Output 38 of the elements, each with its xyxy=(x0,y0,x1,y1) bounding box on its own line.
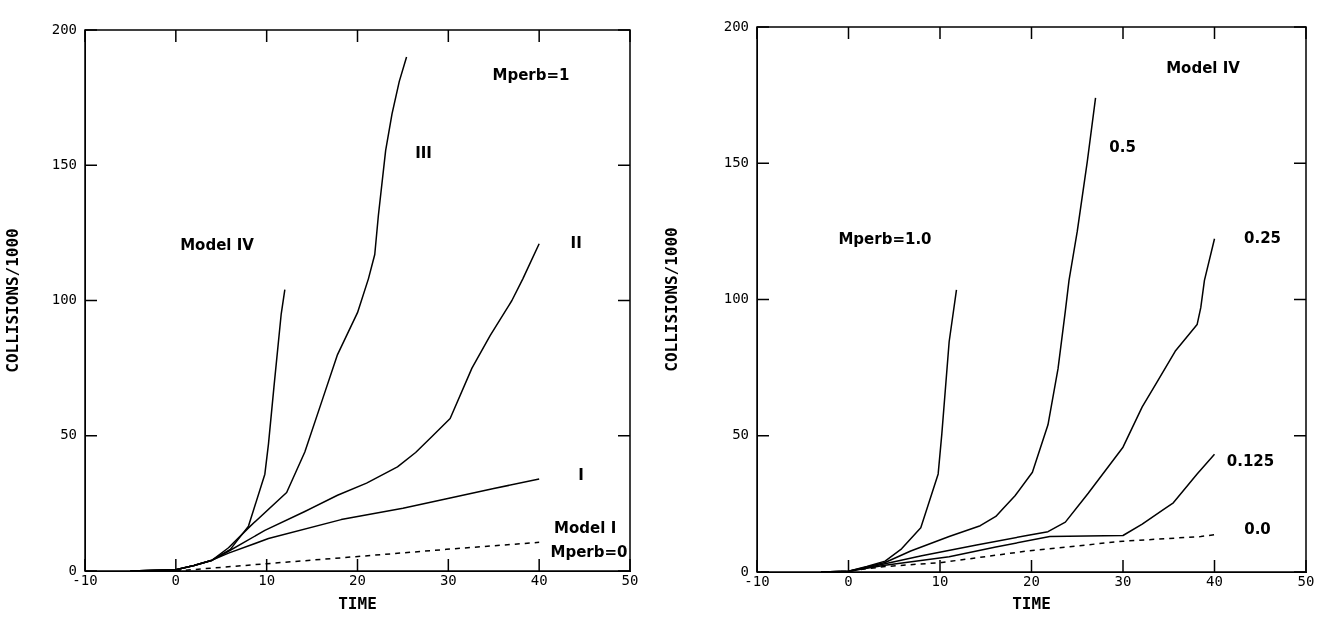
series-label: III xyxy=(415,143,432,162)
x-tick-label: 0 xyxy=(844,573,853,590)
x-tick-label: 50 xyxy=(621,572,639,589)
y-tick-label: 200 xyxy=(723,17,749,34)
annotation: Mperb=1 xyxy=(492,65,570,84)
series-label: 0.5 xyxy=(1109,137,1136,156)
y-tick-label: 150 xyxy=(723,153,749,170)
y-tick-label: 100 xyxy=(723,290,749,307)
series-label: Model I xyxy=(554,519,617,538)
x-tick-label: 40 xyxy=(1206,573,1223,590)
y-tick-label: 0 xyxy=(68,561,77,578)
y-tick-label: 100 xyxy=(51,291,77,308)
series-label: 0.125 xyxy=(1226,452,1275,471)
series-label: 0.0 xyxy=(1244,519,1271,538)
y-axis-title: COLLISIONS/1000 xyxy=(2,228,22,373)
x-axis-title: TIME xyxy=(338,593,377,613)
annotation: Mperb=1.0 xyxy=(838,229,932,248)
annotation: Model IV xyxy=(180,235,255,254)
annotation: Mperb=0 xyxy=(550,542,628,561)
x-tick-label: 10 xyxy=(258,572,276,589)
y-tick-label: 50 xyxy=(732,426,749,443)
x-tick-label: 30 xyxy=(439,572,457,589)
x-tick-label: 20 xyxy=(1023,573,1040,590)
x-tick-label: 50 xyxy=(1297,573,1315,590)
x-tick-label: 20 xyxy=(349,572,366,589)
x-axis-title: TIME xyxy=(1012,593,1051,613)
x-tick-label: 0 xyxy=(171,572,181,589)
y-tick-label: 150 xyxy=(51,155,77,172)
x-tick-label: 30 xyxy=(1114,573,1132,590)
text: II xyxy=(570,233,582,252)
x-tick-label: 40 xyxy=(530,572,548,589)
y-tick-label: 200 xyxy=(51,20,77,37)
x-tick-label: 10 xyxy=(931,573,949,590)
y-tick-label: 50 xyxy=(60,426,77,443)
y-axis-title: COLLISIONS/1000 xyxy=(661,227,681,372)
series-label: 0.25 xyxy=(1243,228,1282,247)
text: I xyxy=(578,465,584,484)
annotation: Model IV xyxy=(1166,58,1241,77)
